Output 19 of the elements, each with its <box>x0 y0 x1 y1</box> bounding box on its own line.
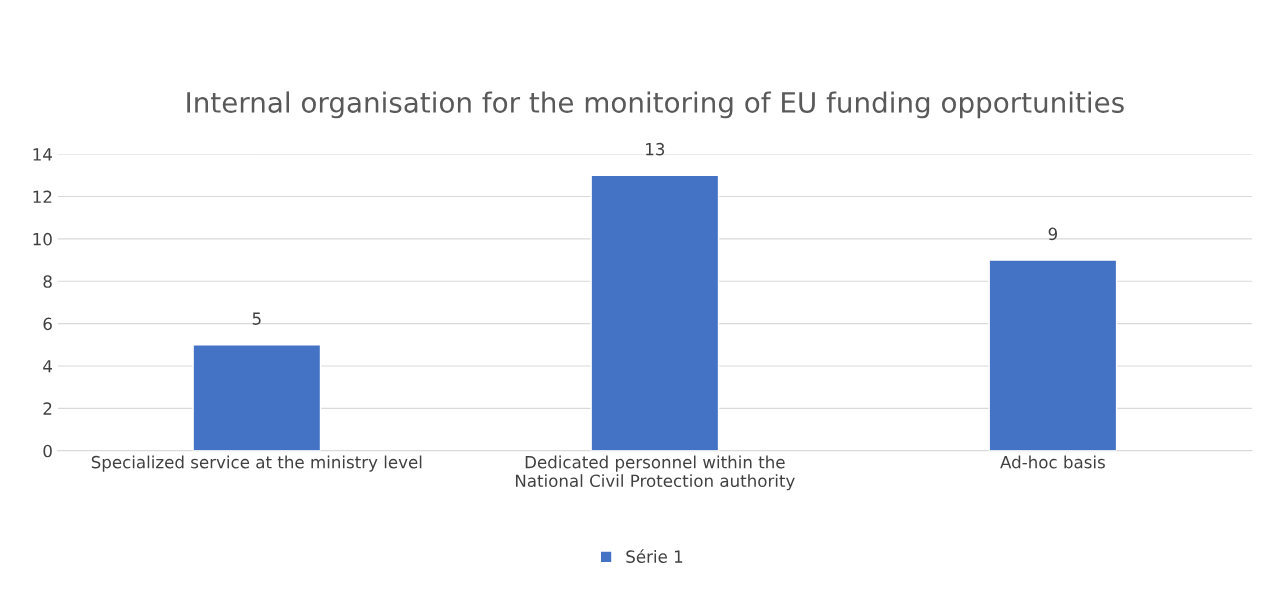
y-tick-label: 4 <box>43 360 52 373</box>
legend-label: Série 1 <box>626 549 683 563</box>
data-label: 13 <box>646 142 665 156</box>
y-tick-label: 10 <box>33 232 52 246</box>
data-label: 5 <box>252 312 261 325</box>
chart-title: Internal organisation for the monitoring of EU funding opportunities <box>187 91 1124 119</box>
x-tick-label: Dedicated personnel within the National Civil Protection authority <box>515 455 795 491</box>
y-tick-label: 6 <box>43 317 52 331</box>
bar <box>988 259 1118 451</box>
data-label: 9 <box>1048 227 1058 241</box>
y-tick-label: 12 <box>33 190 52 203</box>
y-tick-label: 2 <box>43 402 52 415</box>
y-tick-label: 14 <box>33 148 52 161</box>
bar <box>590 174 720 451</box>
y-tick-label: 0 <box>43 444 52 458</box>
x-tick-label: Ad-hoc basis <box>1000 455 1105 469</box>
x-tick-label: Specialized service at the ministry level <box>91 455 422 472</box>
bar <box>192 344 322 451</box>
y-tick-label: 8 <box>43 275 52 288</box>
